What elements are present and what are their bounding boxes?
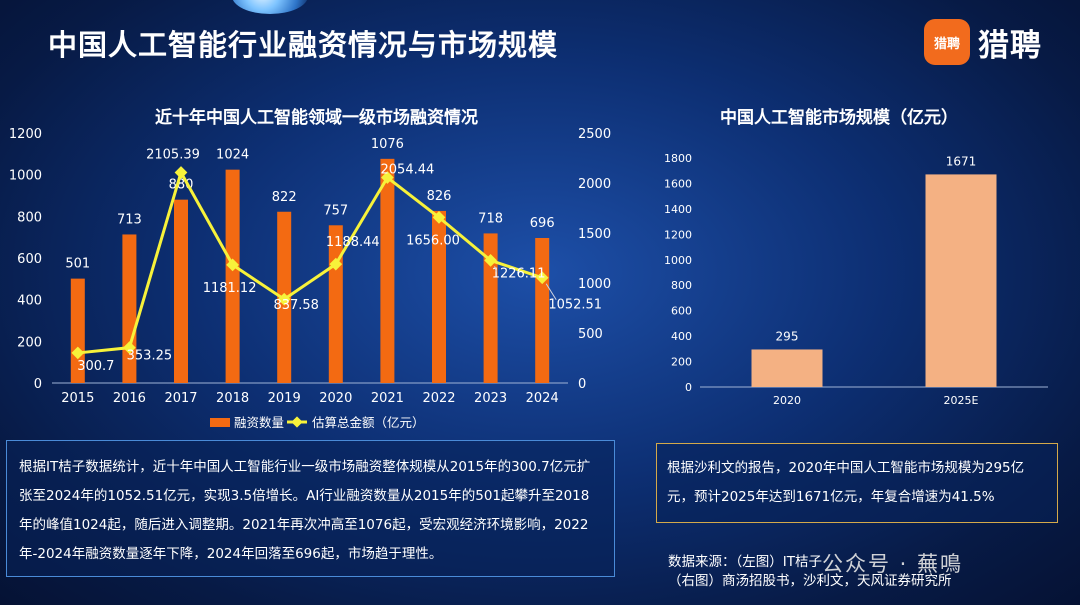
right-y-tick-label: 1500 — [578, 227, 611, 242]
line-data-label: 837.58 — [273, 298, 319, 313]
bar — [225, 169, 240, 383]
bar — [535, 238, 550, 383]
y-tick-label: 1800 — [664, 152, 692, 165]
y-tick-label: 400 — [671, 330, 692, 343]
bar-data-label: 757 — [323, 203, 348, 218]
data-source: 数据来源：（左图）IT桔子 （右图）商汤招股书，沙利文，天风证券研究所 — [668, 553, 952, 591]
y-tick-label: 0 — [685, 381, 692, 394]
left-y-tick-label: 400 — [17, 294, 42, 309]
line-point — [123, 341, 136, 355]
source-line-2: （右图）商汤招股书，沙利文，天风证券研究所 — [668, 573, 952, 589]
y-tick-label: 1000 — [664, 254, 692, 267]
y-tick-label: 800 — [671, 279, 692, 292]
x-tick-label: 2023 — [474, 391, 507, 406]
line-point — [381, 171, 394, 184]
x-tick-label: 2020 — [773, 394, 801, 407]
bar-data-label: 1671 — [946, 154, 977, 168]
bar-data-label: 295 — [776, 329, 799, 343]
y-tick-label: 600 — [671, 305, 692, 318]
bar — [751, 349, 823, 387]
line-point — [329, 257, 343, 271]
y-tick-label: 1400 — [664, 203, 692, 216]
line-data-label: 1181.12 — [203, 281, 257, 296]
right-analysis-text: 根据沙利文的报告，2020年中国人工智能市场规模为295亿元，预计2025年达到… — [656, 443, 1058, 523]
bar-data-label: 826 — [427, 189, 452, 204]
watermark: 公众号 · 蕪鳴 — [822, 552, 964, 576]
bar — [432, 210, 446, 383]
legend-bar-label: 融资数量 — [234, 415, 284, 430]
left-y-tick-label: 1000 — [9, 169, 42, 184]
right-y-tick-label: 0 — [578, 377, 586, 392]
bar-data-label: 1076 — [371, 137, 404, 152]
bar-data-label: 822 — [272, 190, 297, 205]
line-data-label: 1656.00 — [406, 233, 460, 248]
bar-data-label: 501 — [65, 257, 90, 272]
left-y-tick-label: 600 — [17, 252, 42, 267]
decorative-glow — [232, 0, 308, 14]
x-tick-label: 2025E — [944, 394, 979, 407]
label-leader-line — [545, 283, 557, 301]
bar — [483, 233, 498, 383]
line-data-label: 300.7 — [77, 359, 114, 374]
x-tick-label: 2020 — [319, 391, 352, 406]
bar — [925, 174, 997, 387]
label-leader-line — [494, 266, 498, 273]
left-analysis-text: 根据IT桔子数据统计，近十年中国人工智能行业一级市场融资整体规模从2015年的3… — [6, 440, 615, 577]
x-tick-label: 2022 — [422, 391, 455, 406]
x-tick-label: 2018 — [216, 391, 249, 406]
left-chart-title: 近十年中国人工智能领域一级市场融资情况 — [155, 108, 478, 128]
legend-line-marker — [291, 416, 303, 428]
legend-bar-swatch — [210, 418, 230, 427]
right-y-tick-label: 2500 — [578, 127, 611, 142]
market-size-bar-chart: 0 200 400 600 800 1000 1200 1400 1600 1800 295 2020… — [664, 152, 1048, 407]
x-tick-label: 2021 — [371, 391, 404, 406]
x-tick-label: 2019 — [268, 391, 301, 406]
legend-line-label: 估算总金额（亿元） — [312, 415, 425, 430]
bar — [174, 199, 188, 383]
line-point — [174, 166, 188, 179]
line-data-label: 1188.44 — [326, 235, 380, 250]
bar-data-label: 696 — [530, 216, 555, 231]
line-data-label: 1226.11 — [492, 266, 546, 281]
right-y-tick-label: 1000 — [578, 277, 611, 292]
line-data-label: 2054.44 — [381, 163, 435, 178]
left-y-tick-label: 200 — [17, 335, 42, 350]
line-point — [432, 211, 446, 224]
bar — [70, 278, 85, 383]
logo-badge-icon: 猎聘 — [924, 19, 970, 65]
left-y-tick-label: 800 — [17, 210, 42, 225]
y-tick-label: 200 — [671, 356, 692, 369]
logo-text: 猎聘 — [978, 27, 1042, 64]
financing-combo-chart: 0 200 400 600 800 1000 1200 0 500 1000 1500 2000 250… — [9, 127, 611, 430]
x-tick-label: 2016 — [113, 391, 146, 406]
line-point — [226, 258, 239, 272]
bar-data-label: 718 — [478, 211, 503, 226]
x-tick-label: 2015 — [61, 391, 94, 406]
x-tick-label: 2024 — [526, 391, 559, 406]
left-y-tick-label: 0 — [34, 377, 42, 392]
y-tick-label: 1200 — [664, 228, 692, 241]
line-point — [277, 292, 291, 306]
page-title: 中国人工智能行业融资情况与市场规模 — [48, 28, 559, 62]
bar-data-label: 713 — [117, 212, 142, 227]
line-point — [484, 254, 497, 267]
source-line-1: 数据来源：（左图）IT桔子 — [668, 554, 822, 570]
right-chart-title: 中国人工智能市场规模（亿元） — [720, 108, 958, 128]
y-tick-label: 1600 — [664, 177, 692, 190]
right-y-tick-label: 2000 — [578, 177, 611, 192]
line-data-label: 1052.51 — [548, 298, 602, 313]
line-point — [71, 346, 85, 360]
right-y-tick-label: 500 — [578, 327, 603, 342]
x-tick-label: 2017 — [164, 391, 197, 406]
line-data-label: 2105.39 — [146, 147, 200, 162]
line-data-label: 353.25 — [127, 349, 173, 364]
bar — [380, 158, 395, 383]
left-y-tick-label: 1200 — [9, 127, 42, 142]
amount-line — [77, 168, 543, 355]
bar-data-label: 1024 — [216, 148, 249, 163]
brand-logo: 猎聘 猎聘 — [924, 19, 1042, 65]
